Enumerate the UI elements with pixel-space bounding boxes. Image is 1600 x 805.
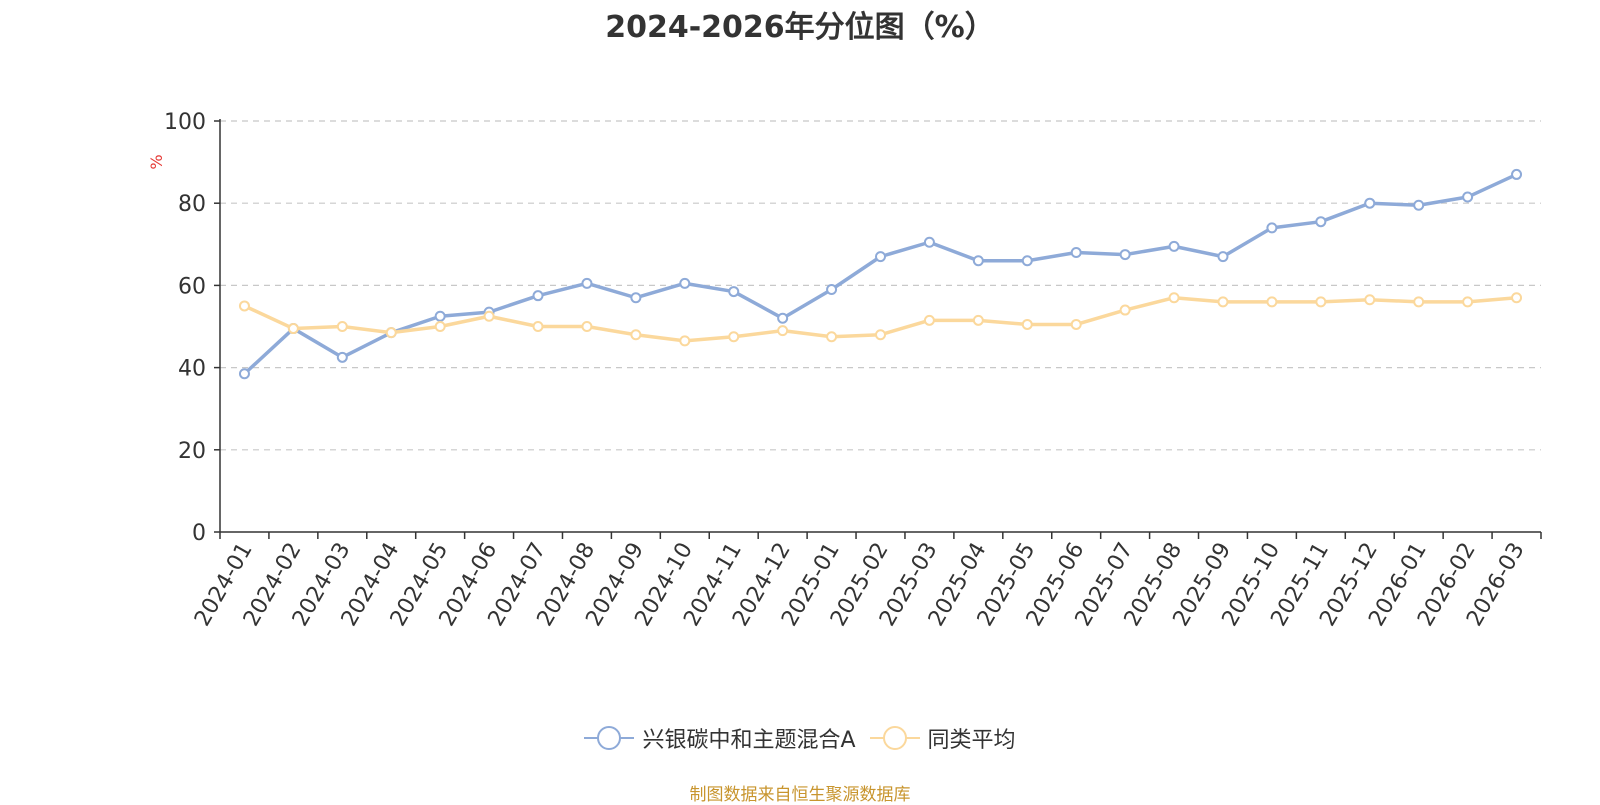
series-1-point <box>1364 197 1376 209</box>
y-tick-label-60: 60 <box>178 274 206 299</box>
series-1-point <box>1021 255 1033 267</box>
legend-label-series-1: 兴银碳中和主题混合A <box>642 728 856 753</box>
y-axis-label: % <box>147 154 166 169</box>
series-lines <box>238 168 1523 380</box>
series-1-point <box>1119 249 1131 261</box>
legend-label-series-2: 同类平均 <box>927 728 1016 753</box>
series-1-point <box>238 368 250 380</box>
series-2-point <box>1021 318 1033 330</box>
series-1-point <box>630 292 642 304</box>
y-tick-label-40: 40 <box>178 357 206 382</box>
series-2-point <box>1217 296 1229 308</box>
series-1-point <box>679 277 691 289</box>
y-tick-label-80: 80 <box>178 192 206 217</box>
legend-item-series-2[interactable]: 同类平均 <box>869 722 1016 754</box>
legend-swatch-series-1 <box>584 726 635 750</box>
series-2-point <box>972 314 984 326</box>
series-2-point <box>728 331 740 343</box>
series-1-point <box>1266 222 1278 234</box>
series-2-point <box>1413 296 1425 308</box>
y-tick-label-100: 100 <box>164 110 206 135</box>
series-2-point <box>1266 296 1278 308</box>
series-2-point <box>1070 318 1082 330</box>
series-2-point <box>1168 292 1180 304</box>
series-1-point <box>532 290 544 302</box>
series-2-point <box>1364 294 1376 306</box>
series-1-point <box>1315 216 1327 228</box>
series-1-point <box>972 255 984 267</box>
series-2-point <box>826 331 838 343</box>
series-1-point <box>1462 191 1474 203</box>
series-1-point <box>1168 240 1180 252</box>
series-1-point <box>826 284 838 296</box>
series-2-point <box>1119 304 1131 316</box>
series-2-point <box>532 321 544 332</box>
series-2-point <box>336 321 348 332</box>
series-2-point <box>630 329 642 341</box>
series-2-point <box>434 321 446 332</box>
series-1-point <box>923 236 935 248</box>
series-2-point <box>777 325 789 337</box>
grid-lines <box>220 120 1541 451</box>
series-2-point <box>1511 292 1523 304</box>
series-2-point <box>287 323 299 335</box>
series-2-point <box>1462 296 1474 308</box>
legend-swatch-series-2 <box>869 726 920 750</box>
legend: 兴银碳中和主题混合A 同类平均 <box>0 722 1600 754</box>
series-1-point <box>875 251 886 263</box>
series-1-point <box>336 351 348 363</box>
chart-title: 2024-2026年分位图（%） <box>605 10 995 45</box>
series-2-point <box>385 327 397 339</box>
series-1-point <box>777 312 789 324</box>
series-2-point <box>238 300 250 312</box>
axes: 020406080100%2024-012024-022024-032024-0… <box>147 110 1542 631</box>
series-1-point <box>728 286 740 298</box>
series-1-point <box>434 310 446 322</box>
series-1-point <box>1511 168 1523 180</box>
series-1-point <box>1217 251 1229 263</box>
series-line-1 <box>243 172 1518 376</box>
series-1-point <box>581 277 593 289</box>
series-2-point <box>923 314 935 326</box>
series-2-point <box>483 310 495 322</box>
series-2-point <box>679 335 691 347</box>
series-1-point <box>1413 199 1425 211</box>
series-2-point <box>875 329 886 341</box>
y-tick-label-20: 20 <box>178 439 206 464</box>
series-2-point <box>581 321 593 332</box>
legend-item-series-1[interactable]: 兴银碳中和主题混合A <box>584 722 856 754</box>
series-1-point <box>1070 247 1082 259</box>
y-tick-label-0: 0 <box>192 521 206 546</box>
series-2-point <box>1315 296 1327 308</box>
data-source-note: 制图数据来自恒生聚源数据库 <box>689 785 911 805</box>
